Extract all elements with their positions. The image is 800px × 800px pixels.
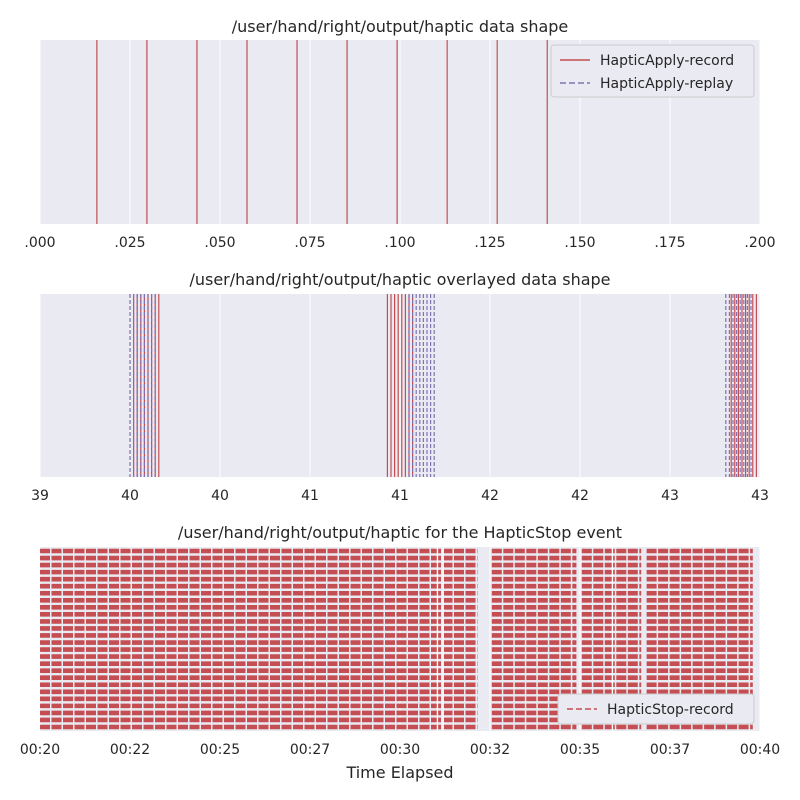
x-tick-label: 41 [391, 488, 409, 504]
x-tick-label: .075 [294, 235, 325, 251]
x-tick-label: 40 [121, 488, 139, 504]
panel-1-title: /user/hand/right/output/haptic data shap… [232, 17, 569, 36]
x-tick-label: .125 [474, 235, 505, 251]
x-tick-label: 42 [481, 488, 499, 504]
panel-1-x-ticks: .000 .025 .050 .075 .100 .125 .150 .175 .200 [24, 235, 775, 251]
x-tick-label: .000 [24, 235, 55, 251]
x-tick-label: 43 [751, 488, 769, 504]
panel-1-legend: HapticApply-record HapticApply-replay [550, 44, 755, 98]
x-axis-label: Time Elapsed [345, 763, 453, 782]
x-tick-label: .100 [384, 235, 415, 251]
panel-2-x-ticks: 39 40 40 41 41 42 42 43 43 [31, 488, 769, 504]
x-tick-label: 00:30 [380, 742, 420, 758]
panel-2-title: /user/hand/right/output/haptic overlayed… [189, 270, 610, 289]
x-tick-label: 42 [571, 488, 589, 504]
x-tick-label: 00:25 [200, 742, 240, 758]
x-tick-label: 00:22 [110, 742, 150, 758]
x-tick-label: 00:20 [20, 742, 60, 758]
panel-3-event-lines [40, 547, 753, 731]
x-tick-label: 43 [661, 488, 679, 504]
x-tick-label: .200 [744, 235, 775, 251]
panel-1-event-lines [96, 40, 548, 224]
panel-2: /user/hand/right/output/haptic overlayed… [31, 270, 769, 504]
x-tick-label: 00:40 [740, 742, 780, 758]
legend-label-stop-record: HapticStop-record [607, 702, 734, 718]
panel-2-event-lines [129, 294, 758, 477]
x-tick-label: 00:32 [470, 742, 510, 758]
panel-3: /user/hand/right/output/haptic for the H… [20, 523, 780, 782]
x-tick-label: 00:37 [650, 742, 690, 758]
x-tick-label: 39 [31, 488, 49, 504]
panel-2-grid [39, 294, 761, 477]
x-tick-label: 41 [301, 488, 319, 504]
x-tick-label: .050 [204, 235, 235, 251]
x-tick-label: .150 [564, 235, 595, 251]
legend-label-record: HapticApply-record [600, 53, 734, 69]
legend-label-replay: HapticApply-replay [600, 76, 733, 92]
panel-3-legend: HapticStop-record [557, 693, 755, 725]
panel-3-title: /user/hand/right/output/haptic for the H… [178, 523, 622, 542]
panel-1: /user/hand/right/output/haptic data shap… [24, 17, 775, 251]
x-tick-label: 00:27 [290, 742, 330, 758]
x-tick-label: .025 [114, 235, 145, 251]
legend-box [557, 693, 755, 725]
x-tick-label: .175 [654, 235, 685, 251]
panel-3-x-ticks: 00:20 00:22 00:25 00:27 00:30 00:32 00:35 00:37… [20, 742, 780, 758]
x-tick-label: 00:35 [560, 742, 600, 758]
x-tick-label: 40 [211, 488, 229, 504]
legend-box [550, 44, 755, 98]
